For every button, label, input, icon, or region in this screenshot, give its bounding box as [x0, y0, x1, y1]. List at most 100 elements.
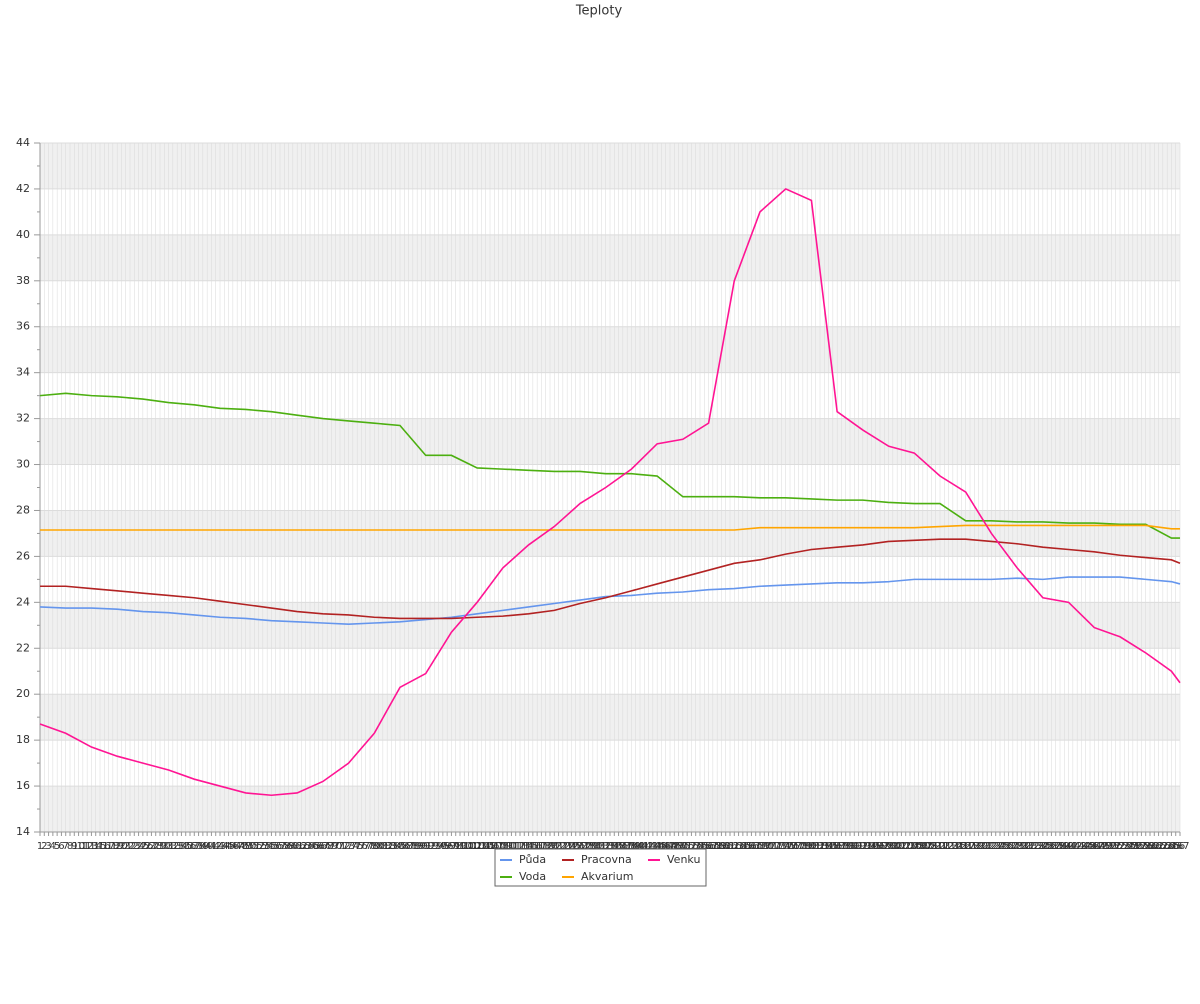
x-tick-label: 85: [394, 841, 407, 852]
x-tick-label: 92: [424, 841, 437, 852]
x-tick-label: 104: [472, 841, 491, 852]
x-tick-label: 115: [519, 841, 538, 852]
x-tick-label: 240: [1055, 841, 1074, 852]
x-tick-label: 118: [532, 841, 551, 852]
x-tick-label: 90: [415, 841, 428, 852]
x-tick-label: 107: [485, 841, 504, 852]
x-tick-label: 207: [913, 841, 932, 852]
x-tick-label: 140: [626, 841, 645, 852]
x-tick-label: 191: [845, 841, 864, 852]
x-tick-label: 188: [832, 841, 851, 852]
x-tick-label: 50: [244, 841, 257, 852]
x-tick-label: 248: [1089, 841, 1108, 852]
x-tick-label: 158: [703, 841, 722, 852]
x-tick-label: 177: [785, 841, 804, 852]
x-tick-label: 251: [1102, 841, 1121, 852]
x-tick-label: 129: [579, 841, 598, 852]
x-tick-label: 68: [321, 841, 334, 852]
x-tick-label: 100: [455, 841, 474, 852]
x-tick-label: 190: [840, 841, 859, 852]
x-tick-label: 5: [54, 841, 60, 852]
x-tick-label: 246: [1080, 841, 1099, 852]
x-tick-label: 22: [124, 841, 137, 852]
x-tick-label: 231: [1016, 841, 1035, 852]
x-tick-label: 26: [141, 841, 154, 852]
series-line: [39, 576, 1181, 625]
series-line: [39, 392, 1180, 539]
x-tick-label: 215: [948, 841, 967, 852]
x-tick-label: 74: [346, 841, 359, 852]
x-tick-label: 14: [89, 841, 102, 852]
x-tick-label: 21: [119, 841, 132, 852]
x-tick-label: 10: [72, 841, 85, 852]
x-tick-label: 166: [738, 841, 757, 852]
y-tick-label: 44: [16, 136, 30, 149]
x-tick-label: 262: [1149, 841, 1168, 852]
x-tick-label: 70: [329, 841, 342, 852]
x-tick-label: 3: [45, 841, 51, 852]
x-tick-label: 165: [733, 841, 752, 852]
x-tick-label: 159: [708, 841, 727, 852]
x-tick-label: 149: [665, 841, 684, 852]
y-tick-label: 18: [16, 733, 30, 746]
x-tick-label: 45: [222, 841, 235, 852]
x-tick-label: 58: [278, 841, 291, 852]
x-tick-label: 52: [252, 841, 265, 852]
x-tick-label: 126: [566, 841, 585, 852]
x-tick-label: 135: [605, 841, 624, 852]
x-tick-label: 211: [930, 841, 949, 852]
x-tick-label: 152: [678, 841, 697, 852]
x-tick-label: 16: [98, 841, 111, 852]
x-tick-label: 44: [218, 841, 231, 852]
x-tick-label: 32: [166, 841, 179, 852]
x-tick-label: 112: [506, 841, 525, 852]
x-tick-label: 17: [102, 841, 115, 852]
x-tick-label: 265: [1162, 841, 1181, 852]
x-tick-label: 161: [716, 841, 735, 852]
x-tick-label: 39: [196, 841, 209, 852]
x-tick-label: 34: [175, 841, 188, 852]
x-tick-label: 204: [900, 841, 919, 852]
x-tick-label: 227: [999, 841, 1018, 852]
x-tick-label: 170: [755, 841, 774, 852]
x-tick-label: 98: [449, 841, 462, 852]
x-tick-label: 77: [359, 841, 372, 852]
x-tick-label: 169: [750, 841, 769, 852]
y-tick-label: 38: [16, 274, 30, 287]
x-tick-label: 65: [308, 841, 321, 852]
x-tick-label: 48: [235, 841, 248, 852]
x-tick-label: 214: [943, 841, 962, 852]
x-tick-label: 82: [381, 841, 394, 852]
x-grid: [39, 143, 1181, 832]
x-tick-label: 71: [334, 841, 347, 852]
x-tick-label: 15: [94, 841, 107, 852]
x-tick-label: 42: [209, 841, 222, 852]
x-tick-label: 168: [746, 841, 765, 852]
x-tick-label: 205: [905, 841, 924, 852]
x-tick-label: 209: [922, 841, 941, 852]
x-tick-label: 30: [158, 841, 171, 852]
x-tick-label: 46: [226, 841, 239, 852]
x-tick-label: 174: [772, 841, 791, 852]
x-tick-label: 259: [1136, 841, 1155, 852]
x-tick-label: 173: [768, 841, 787, 852]
x-tick-label: 218: [960, 841, 979, 852]
x-tick-label: 217: [956, 841, 975, 852]
x-tick-label: 55: [265, 841, 278, 852]
x-tick-label: 195: [862, 841, 881, 852]
x-tick-label: 216: [952, 841, 971, 852]
x-tick-label: 157: [699, 841, 718, 852]
x-tick-label: 40: [201, 841, 214, 852]
x-tick-label: 250: [1098, 841, 1117, 852]
x-tick-label: 79: [368, 841, 381, 852]
x-tick-label: 206: [909, 841, 928, 852]
x-tick-label: 47: [231, 841, 244, 852]
x-tick-label: 89: [411, 841, 424, 852]
x-tick-label: 113: [510, 841, 529, 852]
x-tick-label: 176: [780, 841, 799, 852]
x-tick-label: 13: [85, 841, 98, 852]
x-tick-label: 133: [596, 841, 615, 852]
x-tick-label: 122: [549, 841, 568, 852]
x-tick-label: 119: [536, 841, 555, 852]
x-tick-label: 27: [145, 841, 158, 852]
